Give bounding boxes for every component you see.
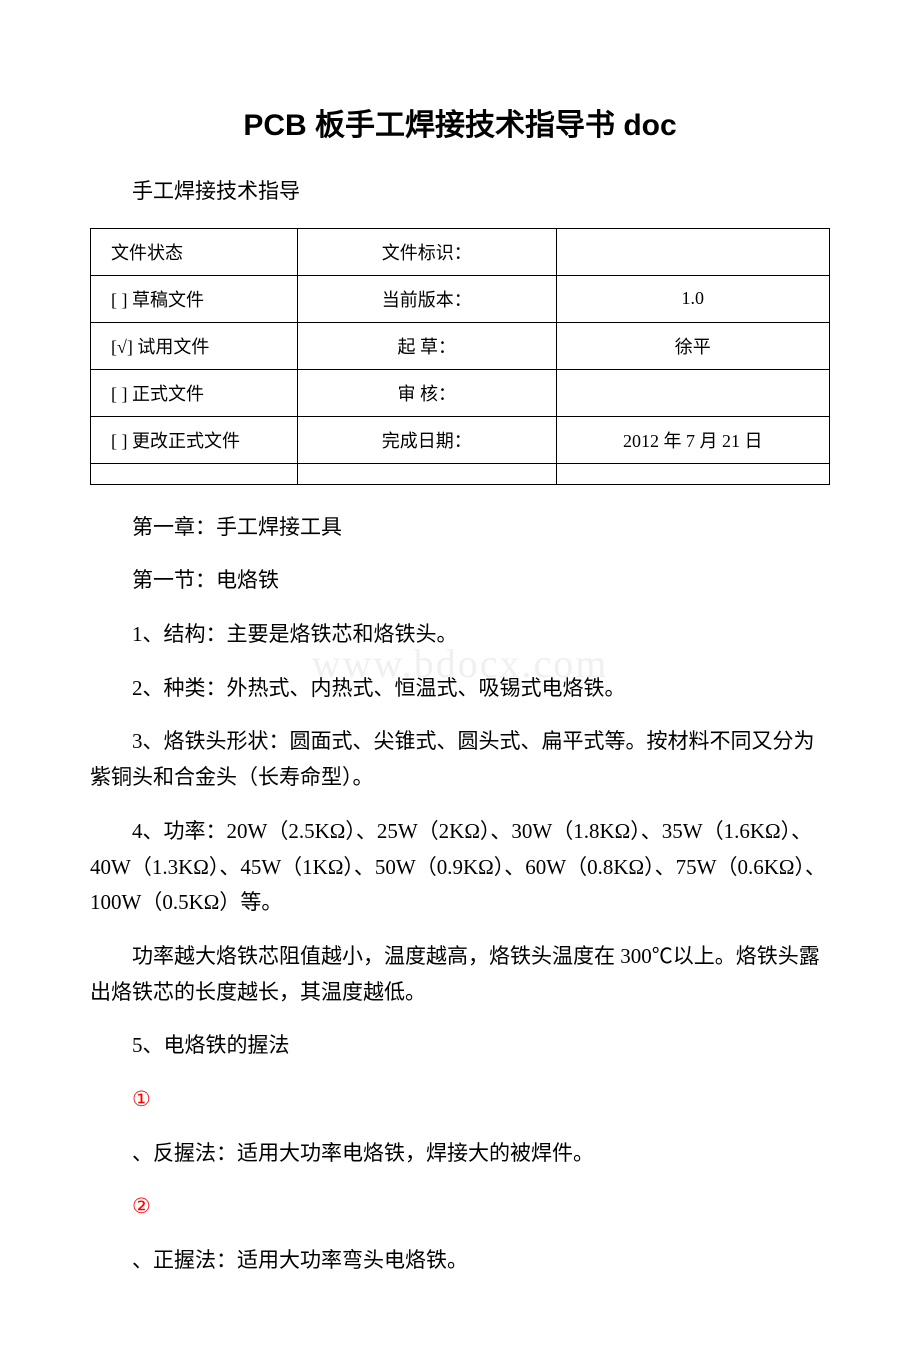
section-heading: 第一节：电烙铁 (90, 563, 830, 599)
table-cell (297, 463, 556, 484)
table-cell: 2012 年 7 月 21 日 (556, 416, 829, 463)
table-cell: 完成日期： (297, 416, 556, 463)
table-cell (91, 463, 298, 484)
body-paragraph: 4、功率：20W（2.5KΩ）、25W（2KΩ）、30W（1.8KΩ）、35W（… (90, 814, 830, 921)
body-paragraph: 、正握法：适用大功率弯头电烙铁。 (90, 1243, 830, 1279)
table-row (91, 463, 830, 484)
table-cell: [ ] 更改正式文件 (91, 416, 298, 463)
table-cell: 审 核： (297, 369, 556, 416)
table-cell: [ ] 草稿文件 (91, 275, 298, 322)
table-cell: 起 草： (297, 322, 556, 369)
info-table: 文件状态 文件标识： [ ] 草稿文件 当前版本： 1.0 [√] 试用文件 起… (90, 228, 830, 485)
table-cell (556, 228, 829, 275)
body-paragraph: 1、结构：主要是烙铁芯和烙铁头。 (90, 617, 830, 653)
table-cell: 1.0 (556, 275, 829, 322)
table-cell: [ ] 正式文件 (91, 369, 298, 416)
chapter-heading: 第一章：手工焊接工具 (90, 510, 830, 546)
document-subtitle: 手工焊接技术指导 (90, 174, 830, 210)
table-cell: 当前版本： (297, 275, 556, 322)
table-row: [√] 试用文件 起 草： 徐平 (91, 322, 830, 369)
table-row: [ ] 更改正式文件 完成日期： 2012 年 7 月 21 日 (91, 416, 830, 463)
body-paragraph: 2、种类：外热式、内热式、恒温式、吸锡式电烙铁。 (90, 671, 830, 707)
list-marker-circled: ① (90, 1082, 830, 1118)
body-paragraph: 功率越大烙铁芯阻值越小，温度越高，烙铁头温度在 300℃以上。烙铁头露出烙铁芯的… (90, 939, 830, 1010)
table-cell: 文件标识： (297, 228, 556, 275)
table-cell (556, 463, 829, 484)
table-cell (556, 369, 829, 416)
table-row: [ ] 正式文件 审 核： (91, 369, 830, 416)
body-paragraph: 、反握法：适用大功率电烙铁，焊接大的被焊件。 (90, 1136, 830, 1172)
table-cell: 徐平 (556, 322, 829, 369)
list-marker-circled: ② (90, 1189, 830, 1225)
body-paragraph: 5、电烙铁的握法 (90, 1028, 830, 1064)
table-row: 文件状态 文件标识： (91, 228, 830, 275)
document-title: PCB 板手工焊接技术指导书 doc (90, 100, 830, 144)
table-cell: [√] 试用文件 (91, 322, 298, 369)
body-paragraph: 3、烙铁头形状：圆面式、尖锥式、圆头式、扁平式等。按材料不同又分为紫铜头和合金头… (90, 724, 830, 795)
table-cell: 文件状态 (91, 228, 298, 275)
table-row: [ ] 草稿文件 当前版本： 1.0 (91, 275, 830, 322)
